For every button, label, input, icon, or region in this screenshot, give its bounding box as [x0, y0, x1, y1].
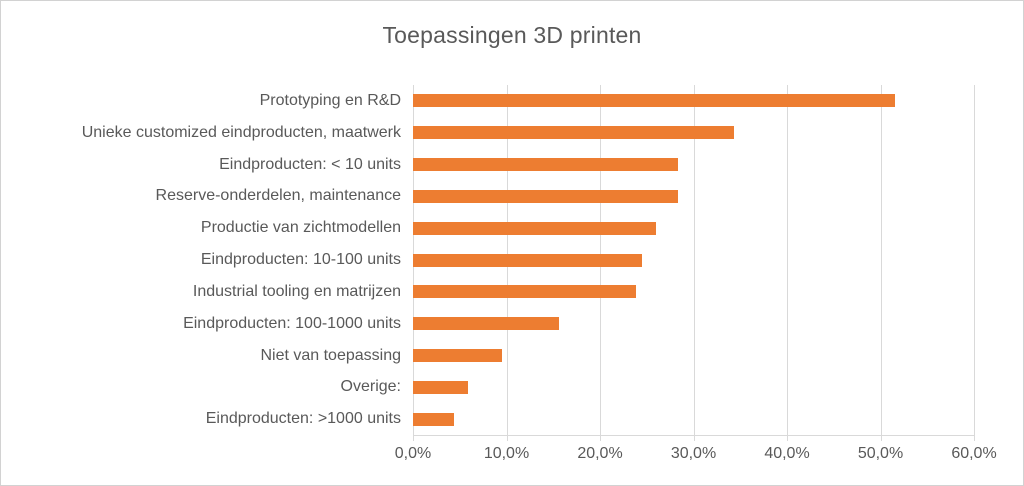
bar — [413, 94, 895, 108]
category-label: Eindproducten: >1000 units — [205, 410, 401, 428]
axis-tick-mark — [600, 435, 601, 441]
gridline — [974, 85, 975, 435]
x-axis-tick-label: 60,0% — [951, 445, 997, 462]
gridline — [693, 85, 695, 435]
bar — [413, 285, 636, 299]
category-label: Industrial tooling en matrijzen — [192, 282, 401, 300]
bar — [413, 412, 455, 426]
plot-area — [413, 85, 975, 435]
category-label: Productie van zichtmodellen — [200, 219, 401, 237]
bar — [413, 317, 559, 331]
category-label: Reserve-onderdelen, maintenance — [155, 187, 401, 205]
category-label: Eindproducten: 100-1000 units — [183, 314, 401, 332]
x-axis-tick-label: 20,0% — [577, 445, 623, 462]
category-label: Overige: — [340, 378, 401, 396]
bar — [413, 221, 657, 235]
gridline — [787, 85, 788, 435]
axis-tick-mark — [974, 435, 975, 441]
gridline — [880, 85, 882, 435]
axis-tick-mark — [787, 435, 788, 441]
axis-tick-mark — [693, 435, 695, 441]
category-label: Prototyping en R&D — [259, 92, 401, 109]
axis-tick-mark — [506, 435, 508, 441]
bar — [413, 380, 469, 394]
x-axis-tick-label: 10,0% — [483, 445, 530, 462]
x-axis-tick-label: 50,0% — [857, 445, 904, 462]
category-label: Niet van toepassing — [260, 346, 401, 364]
category-label: Eindproducten: < 10 units — [219, 155, 401, 173]
chart-title: Toepassingen 3D printen — [382, 22, 642, 48]
bar — [413, 158, 678, 172]
category-label: Unieke customized eindproducten, maatwer… — [81, 123, 401, 141]
x-axis-line — [413, 435, 974, 436]
category-label: Eindproducten: 10-100 units — [200, 251, 401, 269]
x-axis-tick-label: 0,0% — [394, 445, 432, 462]
bar — [413, 348, 502, 362]
bar — [413, 126, 734, 140]
x-axis-tick-label: 30,0% — [670, 445, 717, 462]
x-axis-tick-label: 40,0% — [764, 445, 810, 462]
axis-tick-mark — [413, 435, 414, 441]
axis-tick-mark — [880, 435, 882, 441]
bar — [413, 189, 678, 203]
bar — [413, 253, 643, 267]
